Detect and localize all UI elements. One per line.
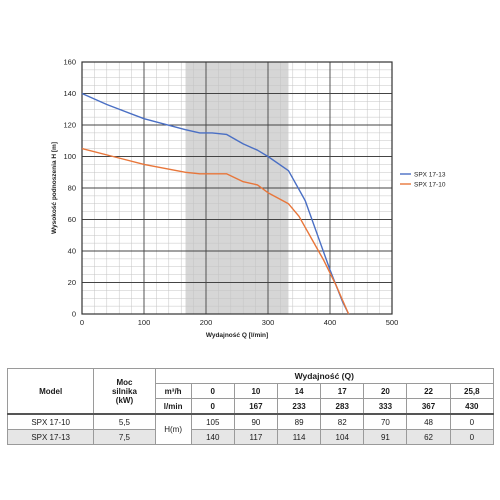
lmin-cell: 430 bbox=[449, 398, 495, 415]
power-header: Moc silnika (kW) bbox=[93, 368, 156, 415]
power-header-line3: (kW) bbox=[115, 395, 134, 405]
unit-lmin: l/min bbox=[154, 398, 192, 415]
legend-label-2: SPX 17-10 bbox=[414, 181, 446, 188]
series-line-2 bbox=[81, 147, 350, 315]
power-cell: 5,5 bbox=[93, 413, 156, 430]
value-cell: 140 bbox=[190, 429, 235, 445]
y-tick-label: 140 bbox=[63, 89, 76, 98]
x-tick-label: 400 bbox=[324, 318, 337, 327]
y-tick-label: 0 bbox=[72, 310, 76, 319]
chart-svg: 0 100 200 300 400 500 0 20 40 60 80 100 120 140 160 Wyd… bbox=[51, 58, 446, 340]
value-cell: 105 bbox=[190, 413, 235, 430]
m3h-cell: 0 bbox=[190, 383, 235, 399]
spec-table: Model Moc silnika (kW) Wydajność (Q) m³/… bbox=[6, 368, 495, 445]
table-row: SPX 17-13 7,5 140 117 114 104 91 62 0 bbox=[6, 429, 495, 445]
m3h-row: m³/h 0 10 14 17 20 22 25,8 bbox=[8, 383, 495, 399]
lmin-cell: 367 bbox=[406, 398, 451, 415]
value-cell: 0 bbox=[449, 429, 495, 445]
y-tick-label: 120 bbox=[63, 121, 76, 130]
m3h-cell: 17 bbox=[320, 383, 365, 399]
plot-frame bbox=[81, 61, 393, 315]
y-axis-label: Wysokość podnoszenia H [m] bbox=[51, 142, 58, 234]
x-tick-label: 0 bbox=[80, 318, 84, 327]
value-cell: 82 bbox=[320, 413, 365, 430]
y-tick-label: 160 bbox=[63, 58, 76, 67]
m3h-cell: 14 bbox=[276, 383, 322, 399]
power-cell: 7,5 bbox=[93, 429, 156, 445]
m3h-cell: 20 bbox=[363, 383, 408, 399]
y-tick-label: 20 bbox=[68, 278, 76, 287]
power-header-line2: silnika bbox=[111, 386, 137, 396]
value-cell: 91 bbox=[363, 429, 408, 445]
value-cell: 0 bbox=[449, 413, 495, 430]
model-cell: SPX 17-13 bbox=[6, 429, 95, 445]
value-cell: 70 bbox=[363, 413, 408, 430]
value-cell: 104 bbox=[320, 429, 365, 445]
series-line-1 bbox=[81, 92, 350, 315]
unit-m3h: m³/h bbox=[154, 383, 192, 399]
lmin-cell: 167 bbox=[233, 398, 279, 415]
y-tick-label: 100 bbox=[63, 152, 76, 161]
table-header-row-1: Model Moc silnika (kW) Wydajność (Q) bbox=[6, 368, 495, 415]
y-tick-label: 80 bbox=[68, 184, 76, 193]
performance-chart: 0 100 200 300 400 500 0 20 40 60 80 100 120 140 160 Wyd… bbox=[51, 58, 446, 340]
x-tick-label: 200 bbox=[200, 318, 213, 327]
value-cell: 90 bbox=[233, 413, 279, 430]
m3h-cell: 22 bbox=[406, 383, 451, 399]
value-cell: 62 bbox=[406, 429, 451, 445]
legend-label-1: SPX 17-13 bbox=[414, 171, 446, 178]
m3h-cell: 25,8 bbox=[449, 383, 495, 399]
model-cell: SPX 17-10 bbox=[6, 413, 95, 430]
x-tick-label: 500 bbox=[386, 318, 399, 327]
capacity-header: Wydajność (Q) bbox=[154, 368, 495, 384]
h-label: H(m) bbox=[154, 413, 192, 445]
lmin-cell: 233 bbox=[276, 398, 322, 415]
lmin-cell: 333 bbox=[363, 398, 408, 415]
power-header-line1: Moc bbox=[116, 377, 133, 387]
x-tick-label: 300 bbox=[262, 318, 275, 327]
value-cell: 117 bbox=[233, 429, 279, 445]
value-cell: 89 bbox=[276, 413, 322, 430]
value-cell: 114 bbox=[276, 429, 322, 445]
model-header: Model bbox=[6, 368, 95, 415]
x-tick-label: 100 bbox=[138, 318, 151, 327]
lmin-cell: 283 bbox=[320, 398, 365, 415]
table-row: SPX 17-10 5,5 H(m) 105 90 89 82 70 48 0 bbox=[6, 413, 495, 445]
value-cell: 48 bbox=[406, 413, 451, 430]
m3h-cell: 10 bbox=[233, 383, 279, 399]
y-tick-label: 60 bbox=[68, 215, 76, 224]
x-axis-label: Wydajność Q [l/min] bbox=[206, 332, 268, 339]
y-tick-label: 40 bbox=[68, 247, 76, 256]
lmin-cell: 0 bbox=[190, 398, 235, 415]
